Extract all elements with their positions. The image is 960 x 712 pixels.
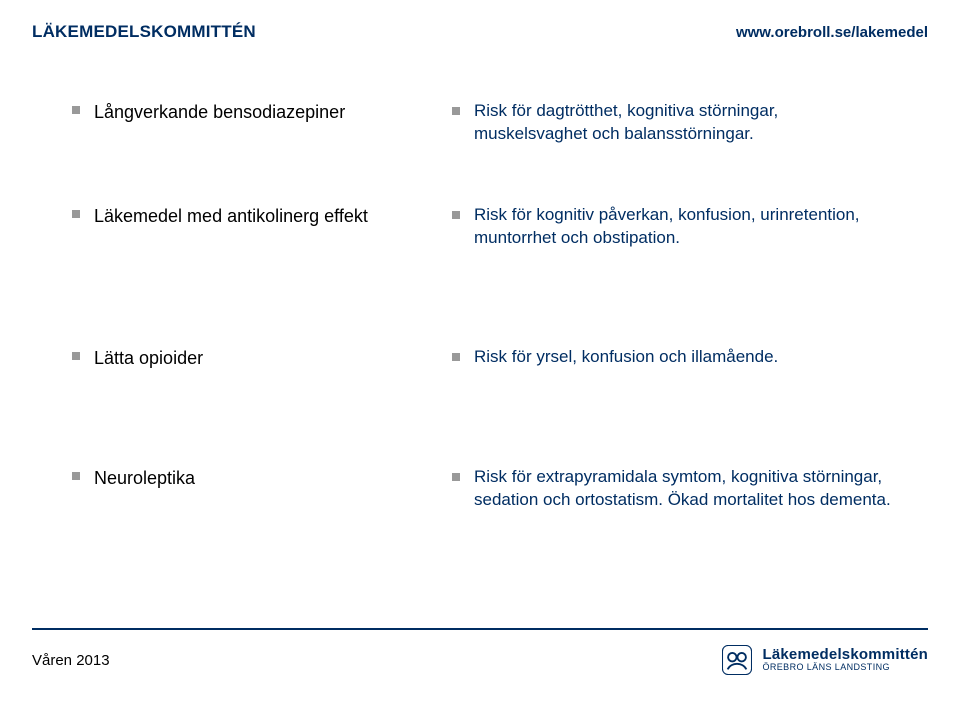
left-cell: Läkemedel med antikolinerg effekt — [72, 204, 452, 228]
right-label: Risk för extrapyramidala symtom, kogniti… — [474, 466, 892, 512]
left-cell: Lätta opioider — [72, 346, 452, 370]
left-cell: Neuroleptika — [72, 466, 452, 490]
right-label: Risk för kognitiv påverkan, konfusion, u… — [474, 204, 892, 250]
list-row: Långverkande bensodiazepiner Risk för da… — [72, 100, 892, 146]
logo-icon — [722, 645, 752, 675]
footer-date: Våren 2013 — [32, 652, 110, 669]
right-label: Risk för dagtrötthet, kognitiva störning… — [474, 100, 892, 146]
left-label: Neuroleptika — [94, 466, 195, 490]
left-label: Lätta opioider — [94, 346, 203, 370]
logo-sub-text: ÖREBRO LÄNS LANDSTING — [762, 663, 928, 672]
right-label: Risk för yrsel, konfusion och illamående… — [474, 346, 778, 369]
left-cell: Långverkande bensodiazepiner — [72, 100, 452, 124]
list-row: Läkemedel med antikolinerg effekt Risk f… — [72, 204, 892, 250]
right-cell: Risk för kognitiv påverkan, konfusion, u… — [452, 204, 892, 250]
right-cell: Risk för dagtrötthet, kognitiva störning… — [452, 100, 892, 146]
left-label: Långverkande bensodiazepiner — [94, 100, 345, 124]
square-bullet-icon — [452, 473, 460, 481]
square-bullet-icon — [72, 210, 80, 218]
list-row: Lätta opioider Risk för yrsel, konfusion… — [72, 346, 892, 370]
square-bullet-icon — [452, 107, 460, 115]
list-row: Neuroleptika Risk för extrapyramidala sy… — [72, 466, 892, 512]
footer-divider — [32, 628, 928, 630]
right-cell: Risk för extrapyramidala symtom, kogniti… — [452, 466, 892, 512]
header-url: www.orebroll.se/lakemedel — [736, 24, 928, 41]
footer: Våren 2013 Läkemedelskommittén ÖREBRO LÄ… — [32, 638, 928, 682]
header-bar: LÄKEMEDELSKOMMITTÉN www.orebroll.se/lake… — [32, 18, 928, 46]
logo-main-text: Läkemedelskommittén — [762, 647, 928, 663]
slide: LÄKEMEDELSKOMMITTÉN www.orebroll.se/lake… — [0, 0, 960, 712]
square-bullet-icon — [72, 106, 80, 114]
square-bullet-icon — [72, 352, 80, 360]
right-cell: Risk för yrsel, konfusion och illamående… — [452, 346, 892, 369]
square-bullet-icon — [72, 472, 80, 480]
footer-logo: Läkemedelskommittén ÖREBRO LÄNS LANDSTIN… — [722, 645, 928, 675]
header-title: LÄKEMEDELSKOMMITTÉN — [32, 22, 256, 42]
square-bullet-icon — [452, 211, 460, 219]
square-bullet-icon — [452, 353, 460, 361]
content-area: Långverkande bensodiazepiner Risk för da… — [72, 100, 892, 570]
logo-text: Läkemedelskommittén ÖREBRO LÄNS LANDSTIN… — [762, 647, 928, 672]
left-label: Läkemedel med antikolinerg effekt — [94, 204, 368, 228]
